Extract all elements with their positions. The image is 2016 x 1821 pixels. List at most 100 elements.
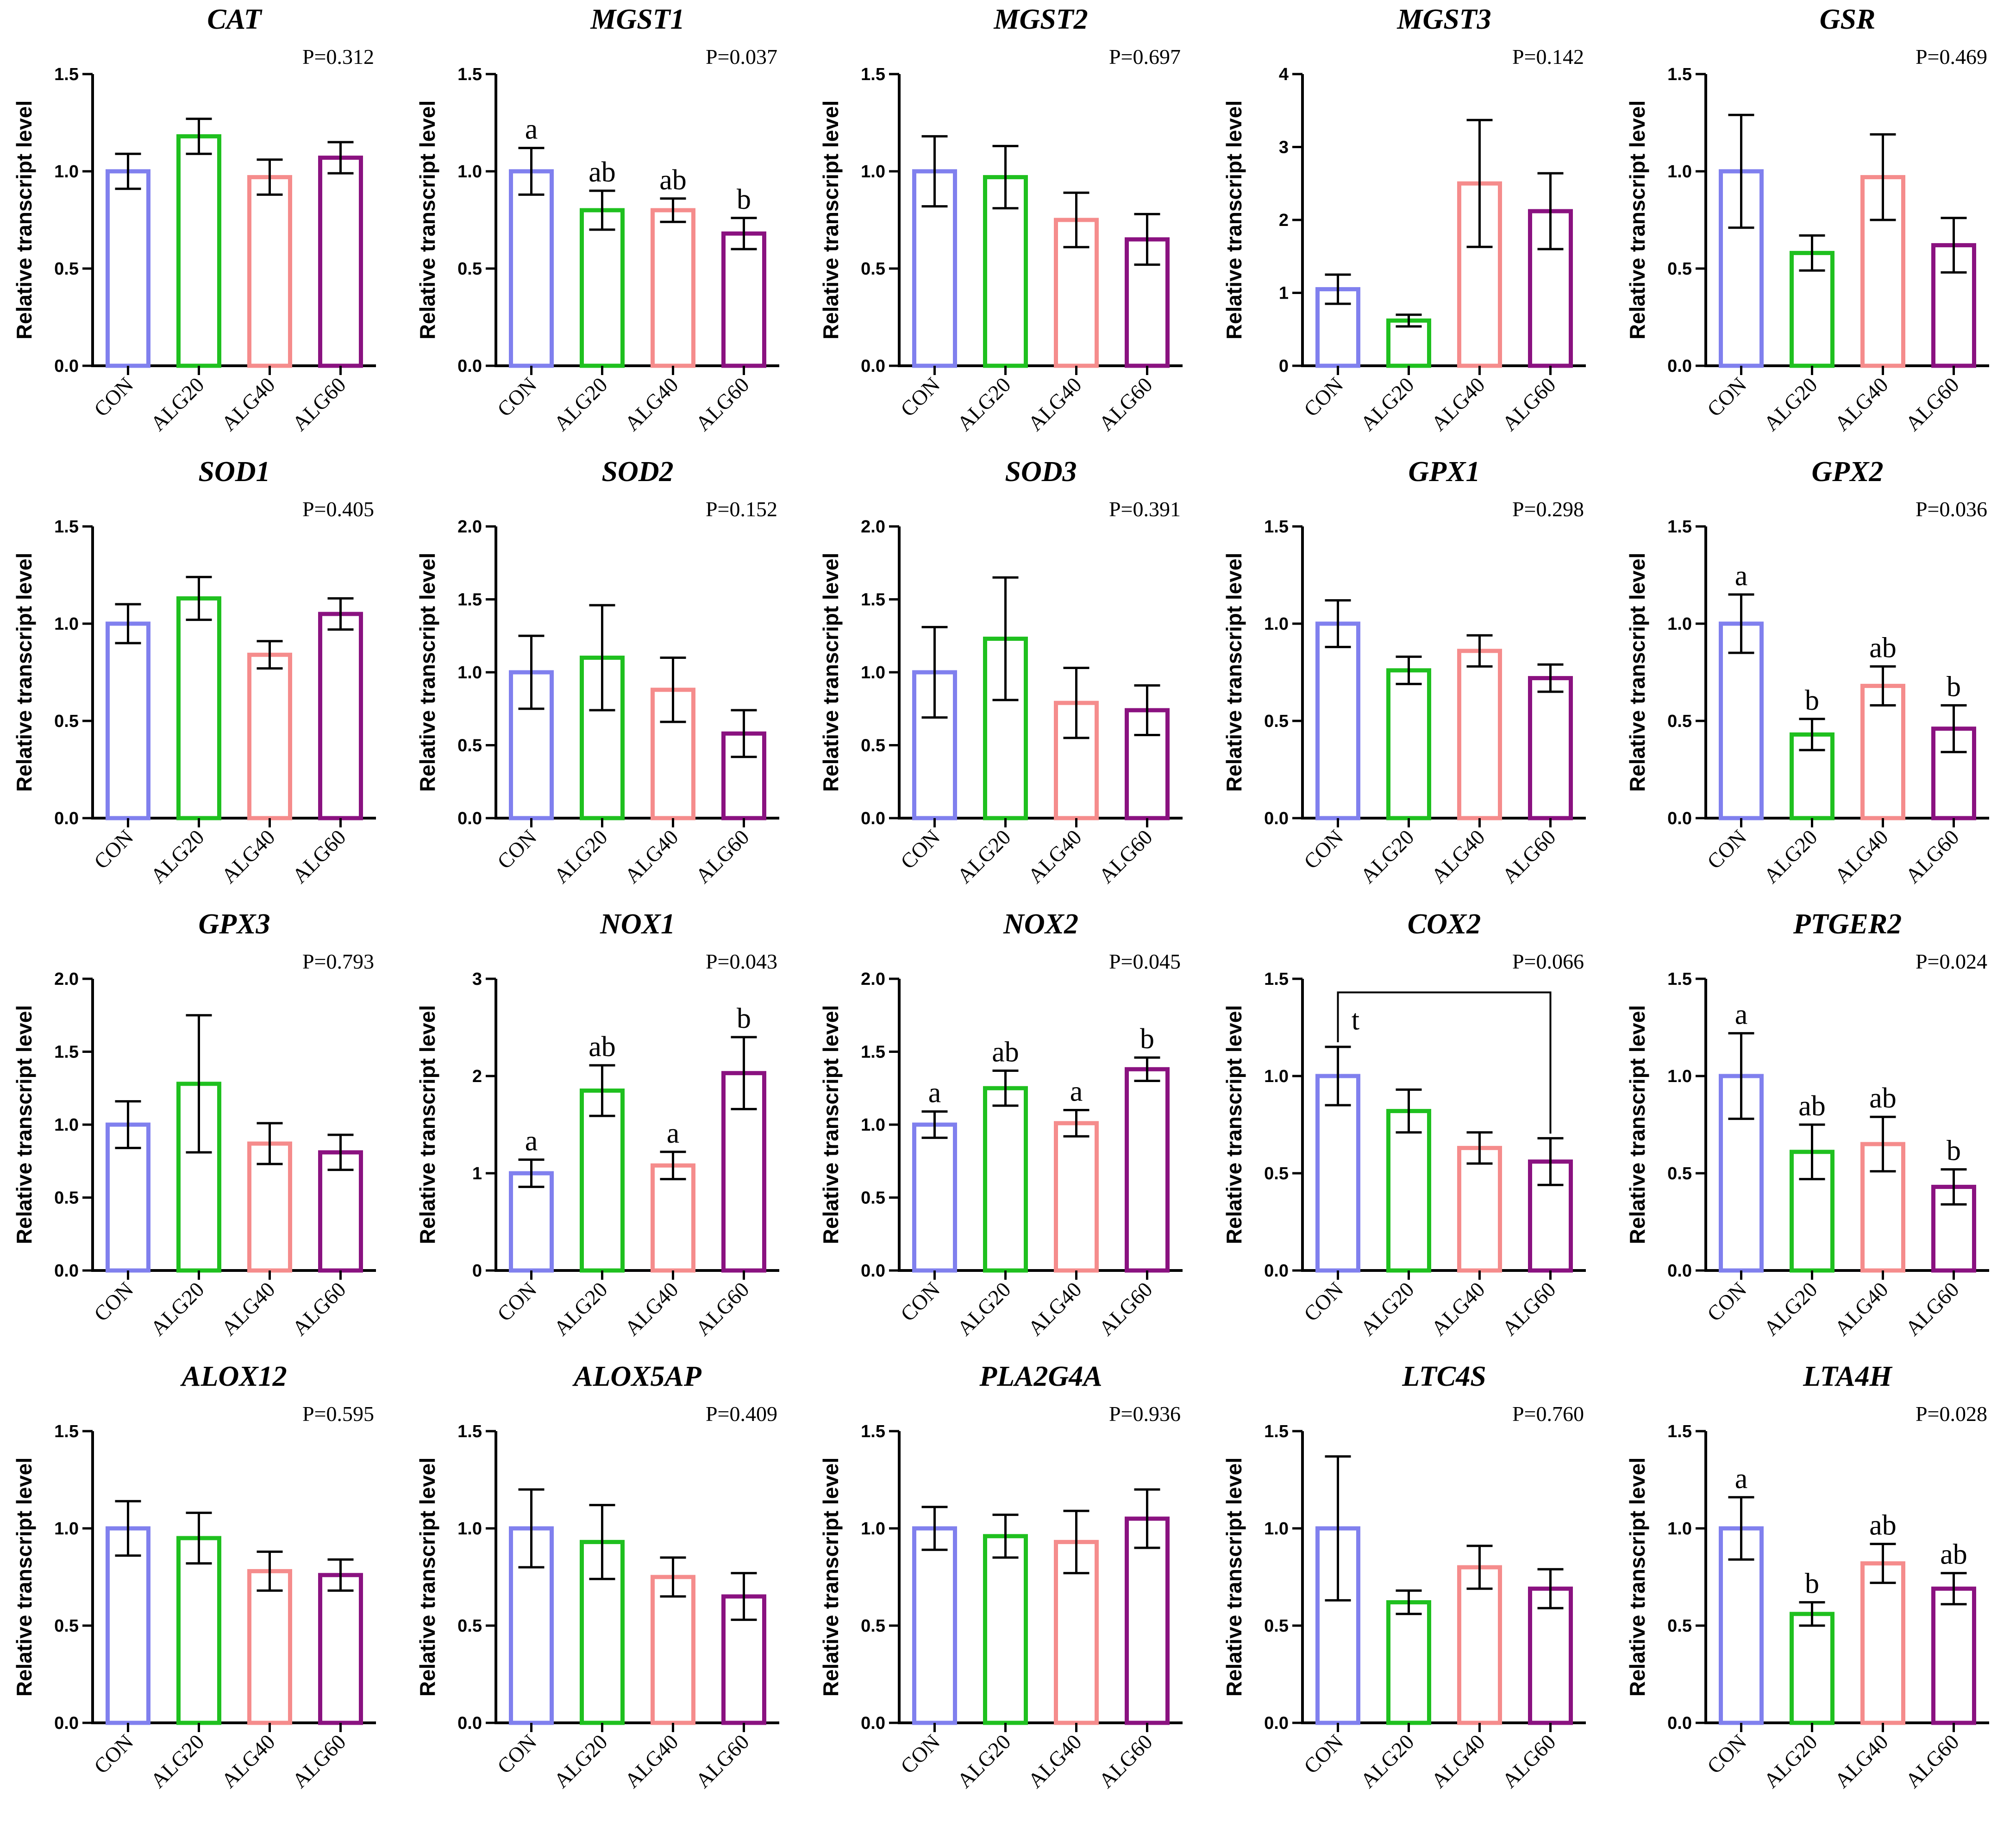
y-tick-label: 1.0 bbox=[1264, 1067, 1289, 1086]
y-tick-label: 0.5 bbox=[1667, 1164, 1692, 1183]
significance-letter: a bbox=[1070, 1076, 1083, 1108]
x-tick-label: ALG40 bbox=[1830, 1277, 1892, 1340]
bar-alg20 bbox=[1386, 668, 1431, 820]
y-tick-label: 2.0 bbox=[861, 970, 885, 989]
bracket-label: t bbox=[1352, 1004, 1359, 1036]
x-tick-label: ALG40 bbox=[620, 825, 682, 888]
significance-letter: b bbox=[1805, 685, 1819, 716]
p-value-label: P=0.697 bbox=[1109, 45, 1181, 69]
y-tick-label: 0.5 bbox=[1264, 1616, 1289, 1636]
y-tick-label: 0.0 bbox=[1264, 809, 1289, 828]
y-tick-label: 1.5 bbox=[1264, 970, 1289, 989]
x-tick-label: ALG60 bbox=[1497, 1277, 1560, 1340]
y-tick-label: 1.0 bbox=[1667, 1067, 1692, 1086]
bar-alg20 bbox=[983, 1534, 1028, 1725]
chart-title: LTC4S bbox=[1402, 1361, 1486, 1392]
chart-title: GPX3 bbox=[199, 908, 270, 940]
x-tick-label: CON bbox=[896, 1730, 945, 1778]
chart-panel-gsr: GSR P=0.469 Relative transcript level 0.0 0.… bbox=[1625, 4, 1989, 435]
y-tick-label: 1.0 bbox=[54, 614, 79, 634]
chart-title: LTA4H bbox=[1803, 1361, 1893, 1392]
p-value-label: P=0.936 bbox=[1109, 1402, 1181, 1426]
y-tick-label: 0.5 bbox=[1264, 712, 1289, 731]
x-tick-label: CON bbox=[1703, 1277, 1751, 1326]
y-tick-label: 1.5 bbox=[1667, 65, 1692, 84]
bar-alg60 bbox=[1528, 676, 1573, 820]
y-tick-label: 1.5 bbox=[861, 65, 885, 84]
y-tick-label: 1.0 bbox=[1264, 614, 1289, 634]
chart-panel-sod1: SOD1 P=0.405 Relative transcript level 0.0 0… bbox=[12, 456, 376, 888]
y-tick-label: 0.5 bbox=[1667, 1616, 1692, 1636]
x-tick-label: ALG60 bbox=[691, 1277, 753, 1340]
y-tick-label: 1.5 bbox=[54, 1422, 79, 1441]
p-value-label: P=0.760 bbox=[1512, 1402, 1584, 1426]
chart-panel-gpx2: GPX2 P=0.036 Relative transcript level 0.0 0… bbox=[1625, 456, 1989, 888]
p-value-label: P=0.028 bbox=[1916, 1402, 1987, 1426]
bar-alg20 bbox=[580, 1089, 625, 1273]
x-tick-label: ALG20 bbox=[146, 373, 208, 435]
chart-title: GSR bbox=[1820, 4, 1876, 35]
y-tick-label: 1.5 bbox=[1667, 517, 1692, 537]
y-tick-label: 0.5 bbox=[861, 1616, 885, 1636]
x-tick-label: ALG40 bbox=[1023, 825, 1086, 888]
x-tick-label: ALG60 bbox=[288, 373, 350, 435]
y-tick-label: 0.0 bbox=[457, 809, 482, 828]
y-axis-label: Relative transcript level bbox=[1625, 553, 1649, 792]
x-tick-label: ALG60 bbox=[1094, 1730, 1157, 1792]
y-tick-label: 1.5 bbox=[54, 65, 79, 84]
y-axis-label: Relative transcript level bbox=[1625, 1005, 1649, 1244]
bar-alg40 bbox=[247, 175, 292, 368]
bar-alg20 bbox=[1386, 1600, 1431, 1725]
y-tick-label: 0.0 bbox=[861, 809, 885, 828]
x-tick-label: ALG40 bbox=[1427, 1730, 1489, 1792]
x-tick-label: CON bbox=[89, 373, 138, 421]
chart-panel-nox2: NOX2 P=0.045 Relative transcript level 0.0 0… bbox=[819, 908, 1183, 1340]
chart-title: GPX2 bbox=[1812, 456, 1884, 488]
bar-alg40 bbox=[247, 1569, 292, 1725]
x-tick-label: CON bbox=[89, 1730, 138, 1778]
y-tick-label: 1.0 bbox=[861, 162, 885, 181]
chart-title: MGST2 bbox=[993, 4, 1088, 35]
x-tick-label: ALG20 bbox=[1356, 1277, 1418, 1340]
chart-title: NOX2 bbox=[1003, 908, 1078, 940]
y-tick-label: 0.0 bbox=[54, 809, 79, 828]
bar-alg60 bbox=[1931, 1586, 1976, 1725]
x-tick-label: ALG40 bbox=[1830, 373, 1892, 435]
chart-title: NOX1 bbox=[600, 908, 675, 940]
y-tick-label: 1.0 bbox=[457, 162, 482, 181]
x-tick-label: CON bbox=[1299, 1277, 1348, 1326]
x-tick-label: ALG20 bbox=[952, 373, 1015, 435]
significance-letter: ab bbox=[659, 164, 687, 196]
x-tick-label: ALG20 bbox=[952, 1277, 1015, 1340]
p-value-label: P=0.142 bbox=[1512, 45, 1584, 69]
bar-alg20 bbox=[983, 1086, 1028, 1273]
chart-panel-gpx3: GPX3 P=0.793 Relative transcript level 0.0 0… bbox=[12, 908, 376, 1340]
bar-con bbox=[509, 169, 554, 368]
x-tick-label: ALG40 bbox=[217, 1277, 279, 1340]
y-tick-label: 0.5 bbox=[54, 712, 79, 731]
x-tick-label: ALG60 bbox=[288, 1730, 350, 1792]
x-tick-label: ALG40 bbox=[1830, 825, 1892, 888]
x-tick-label: ALG20 bbox=[146, 1277, 208, 1340]
y-tick-label: 3 bbox=[1279, 138, 1289, 157]
significance-letter: b bbox=[737, 1003, 751, 1034]
x-tick-label: ALG20 bbox=[1356, 1730, 1418, 1792]
bar-con bbox=[1315, 621, 1360, 820]
y-tick-label: 0.5 bbox=[54, 1189, 79, 1208]
y-tick-label: 1.0 bbox=[861, 663, 885, 682]
x-tick-label: ALG60 bbox=[691, 1730, 753, 1792]
x-tick-label: CON bbox=[89, 1277, 138, 1326]
x-tick-label: ALG60 bbox=[1901, 1277, 1963, 1340]
bar-alg40 bbox=[651, 1575, 695, 1725]
y-axis-label: Relative transcript level bbox=[819, 1458, 843, 1696]
x-tick-label: CON bbox=[89, 825, 138, 874]
x-tick-label: CON bbox=[1299, 1730, 1348, 1778]
x-tick-label: ALG60 bbox=[1901, 1730, 1963, 1792]
p-value-label: P=0.469 bbox=[1916, 45, 1987, 69]
x-tick-label: ALG60 bbox=[288, 1277, 350, 1340]
y-tick-label: 1.0 bbox=[457, 663, 482, 682]
y-tick-label: 0 bbox=[472, 1261, 482, 1281]
x-tick-label: ALG40 bbox=[1427, 825, 1489, 888]
x-tick-label: CON bbox=[896, 1277, 945, 1326]
